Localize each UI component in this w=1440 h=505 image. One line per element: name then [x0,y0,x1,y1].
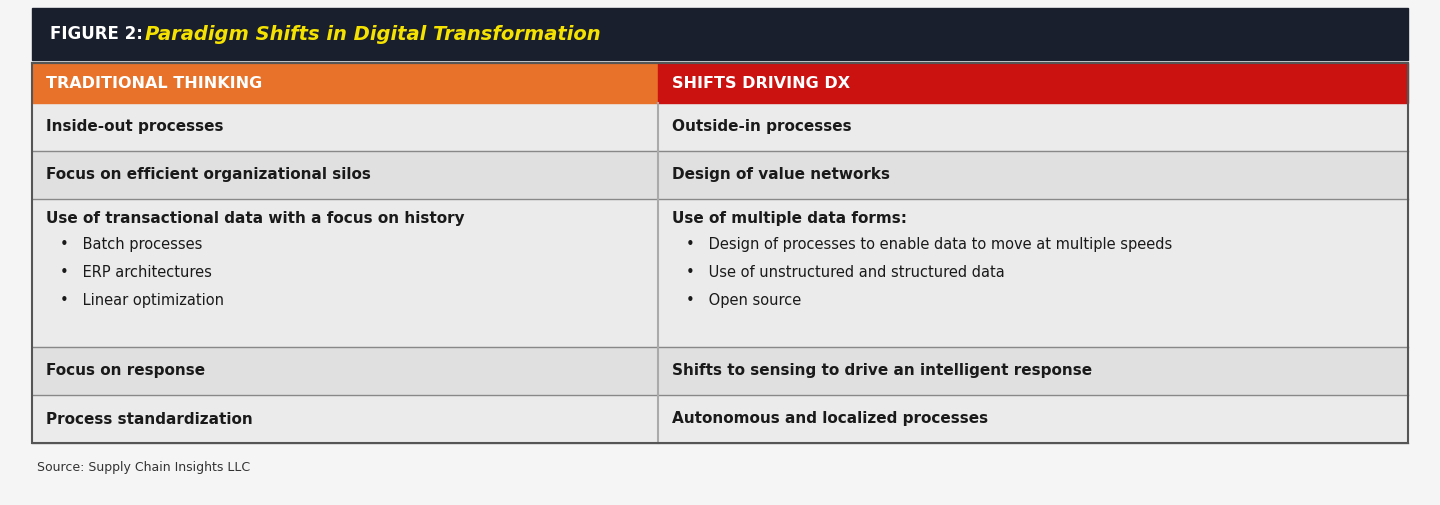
Text: •   Linear optimization: • Linear optimization [60,293,225,308]
Text: Design of value networks: Design of value networks [672,168,890,182]
Bar [32,199,658,347]
Bar [658,347,1408,395]
Text: Source: Supply Chain Insights LLC: Source: Supply Chain Insights LLC [37,461,251,474]
Text: Use of transactional data with a focus on history: Use of transactional data with a focus o… [46,211,465,226]
Bar [658,103,1408,151]
Bar [658,151,1408,199]
Bar [658,63,1408,103]
Bar [32,63,658,103]
Text: Focus on response: Focus on response [46,364,204,379]
Text: Process standardization: Process standardization [46,412,253,427]
Text: Inside-out processes: Inside-out processes [46,120,223,134]
Bar [32,151,658,199]
Text: Autonomous and localized processes: Autonomous and localized processes [672,412,988,427]
Text: TRADITIONAL THINKING: TRADITIONAL THINKING [46,76,262,90]
Text: Paradigm Shifts in Digital Transformation: Paradigm Shifts in Digital Transformatio… [145,25,600,43]
Text: FIGURE 2:: FIGURE 2: [50,25,148,43]
Text: •   Batch processes: • Batch processes [60,237,203,252]
Bar [32,103,658,151]
Text: Use of multiple data forms:: Use of multiple data forms: [672,211,907,226]
Text: •   ERP architectures: • ERP architectures [60,265,212,280]
Text: •   Open source: • Open source [685,293,801,308]
Text: Shifts to sensing to drive an intelligent response: Shifts to sensing to drive an intelligen… [672,364,1092,379]
Bar [658,199,1408,347]
Text: Outside-in processes: Outside-in processes [672,120,851,134]
Bar [32,395,658,443]
Bar [32,8,1408,60]
Bar [658,395,1408,443]
Bar [32,63,1408,443]
Text: •   Design of processes to enable data to move at multiple speeds: • Design of processes to enable data to … [685,237,1172,252]
Text: SHIFTS DRIVING DX: SHIFTS DRIVING DX [672,76,850,90]
Bar [32,347,658,395]
Text: Focus on efficient organizational silos: Focus on efficient organizational silos [46,168,372,182]
Text: •   Use of unstructured and structured data: • Use of unstructured and structured dat… [685,265,1005,280]
